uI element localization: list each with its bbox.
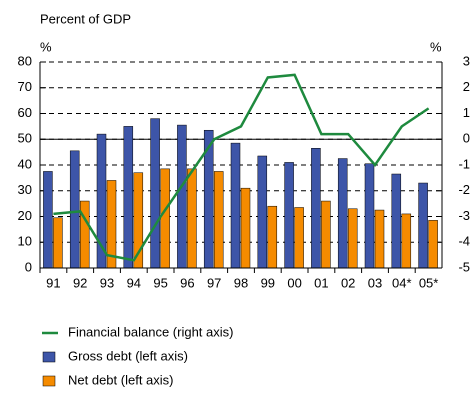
bar (267, 205, 278, 269)
x-tick-label: 93 (100, 275, 114, 290)
y-tick-label: 70 (18, 79, 32, 94)
x-tick-label: 96 (180, 275, 194, 290)
line (53, 73, 430, 262)
x-tick-label: 98 (234, 275, 248, 290)
bar (160, 168, 170, 269)
legend-swatch (42, 351, 56, 363)
legend-swatch (42, 375, 56, 387)
y-tick-label: 0 (25, 259, 32, 274)
y-tick-label: 80 (18, 53, 32, 68)
y2-tick-label: 1 (463, 105, 470, 120)
bar (311, 148, 321, 269)
y-unit: % (40, 39, 52, 54)
x-tick-label: 01 (314, 275, 328, 290)
y2-tick-label: -1 (458, 156, 470, 171)
bar (257, 155, 268, 269)
y-tick-label: 50 (18, 131, 32, 146)
bar (43, 171, 53, 269)
bar (337, 158, 348, 269)
x-tick-label: 04* (392, 275, 412, 290)
bar (69, 150, 80, 269)
legend-label: Gross debt (left axis) (68, 348, 188, 363)
y-tick-label: 60 (18, 105, 32, 120)
bar (428, 220, 438, 269)
x-tick-label: 94 (127, 275, 141, 290)
y2-tick-label: -4 (458, 234, 470, 249)
y2-tick-label: 0 (463, 131, 470, 146)
legend-label: Financial balance (right axis) (68, 324, 233, 339)
x-tick-label: 92 (73, 275, 87, 290)
bar (364, 163, 375, 269)
y2-tick-label: -5 (458, 259, 470, 274)
x-tick-label: 99 (261, 275, 275, 290)
y2-unit: % (430, 39, 442, 54)
x-tick-label: 95 (153, 275, 167, 290)
bar (418, 182, 428, 269)
bar (187, 168, 197, 269)
bar (374, 209, 385, 269)
y-tick-label: 10 (18, 234, 32, 249)
bar (391, 173, 402, 269)
bar (123, 126, 134, 269)
x-tick-label: 03 (368, 275, 382, 290)
bar (53, 217, 63, 269)
y2-tick-label: -2 (458, 182, 470, 197)
bar (240, 187, 251, 269)
y-tick-label: 30 (18, 182, 32, 197)
bar (150, 118, 160, 269)
bar (79, 200, 90, 269)
x-tick-label: 91 (46, 275, 60, 290)
x-tick-label: 97 (207, 275, 221, 290)
y2-tick-label: -3 (458, 208, 470, 223)
bar (213, 171, 224, 269)
y-tick-label: 20 (18, 208, 32, 223)
bar (401, 213, 412, 269)
chart-title: Percent of GDP (40, 11, 131, 26)
bar (284, 162, 294, 269)
y-tick-label: 40 (18, 156, 32, 171)
y2-tick-label: 3 (463, 53, 470, 68)
bar (321, 200, 331, 269)
bar (347, 208, 358, 269)
x-tick-label: 02 (341, 275, 355, 290)
legend-label: Net debt (left axis) (68, 372, 174, 387)
x-tick-label: 05* (419, 275, 439, 290)
x-tick-label: 00 (287, 275, 301, 290)
bar (230, 142, 241, 269)
y2-tick-label: 2 (463, 79, 470, 94)
bar (177, 124, 187, 269)
bar (294, 207, 304, 269)
